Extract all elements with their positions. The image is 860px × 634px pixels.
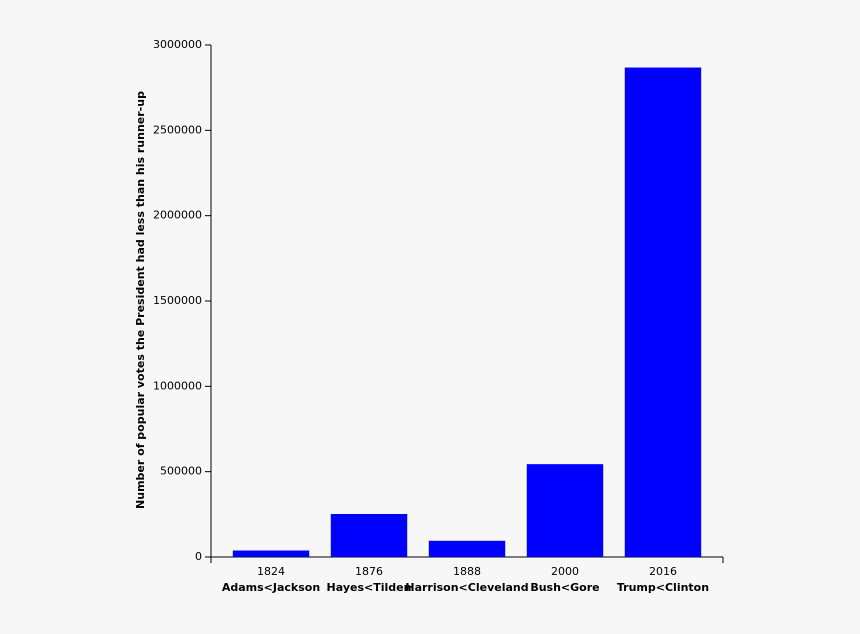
bar bbox=[232, 550, 310, 557]
bar bbox=[330, 513, 408, 557]
x-tick-label: 1888 bbox=[453, 565, 481, 578]
x-tick-label: 2000 bbox=[551, 565, 579, 578]
bar bbox=[624, 67, 702, 557]
x-category-label: Bush<Gore bbox=[530, 581, 599, 594]
x-category-label: Trump<Clinton bbox=[617, 581, 709, 594]
y-tick-label: 1000000 bbox=[153, 379, 202, 392]
bar bbox=[428, 540, 506, 557]
y-tick-label: 0 bbox=[195, 550, 202, 563]
y-tick-label: 2000000 bbox=[153, 209, 202, 222]
bar bbox=[526, 464, 604, 557]
y-axis-label: Number of popular votes the President ha… bbox=[134, 91, 147, 509]
x-tick-label: 1824 bbox=[257, 565, 285, 578]
x-tick-label: 1876 bbox=[355, 565, 383, 578]
x-tick-label: 2016 bbox=[649, 565, 677, 578]
y-tick-label: 2500000 bbox=[153, 123, 202, 136]
x-category-label: Harrison<Cleveland bbox=[405, 581, 528, 594]
x-category-label: Adams<Jackson bbox=[222, 581, 320, 594]
x-category-label: Hayes<Tilden bbox=[327, 581, 412, 594]
y-tick-label: 3000000 bbox=[153, 38, 202, 51]
y-tick-label: 1500000 bbox=[153, 294, 202, 307]
y-tick-label: 500000 bbox=[160, 465, 202, 478]
